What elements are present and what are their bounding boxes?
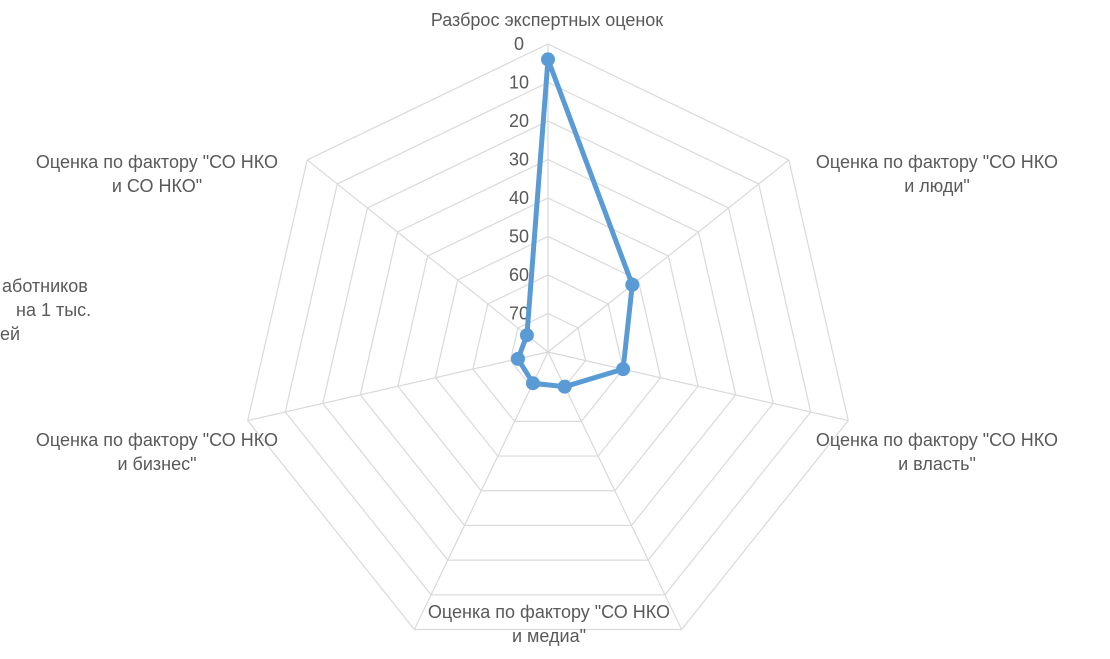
grid-spoke (413, 351, 549, 630)
category-label-line: Разброс экспертных оценок (430, 10, 664, 30)
axis-tick-label: 50 (509, 227, 529, 247)
category-label-line: на 1 тыс. (16, 300, 92, 320)
category-label-line: Оценка по фактору "СО НКО (35, 152, 279, 172)
category-label-nko: Оценка по фактору "СО НКО и СО НКО" (4, 150, 310, 198)
axis-tick-label: 20 (509, 111, 529, 131)
axis-tick-labels: 0 10 20 30 40 50 60 70 (509, 34, 529, 324)
data-point (541, 52, 555, 67)
category-label-line: Оценка по фактору "СО НКО (35, 430, 279, 450)
category-label-line: аботников (2, 276, 88, 296)
category-label-people: Оценка по фактору "СО НКО и люди" (784, 150, 1090, 198)
category-label-government: Оценка по фактору "СО НКО и власть" (784, 428, 1090, 476)
grid-ring (322, 120, 774, 561)
data-point (625, 277, 640, 292)
grid-spoke (306, 159, 549, 353)
grid-layer (247, 43, 849, 631)
category-label-line: Оценка по фактору "СО НКО (815, 430, 1059, 450)
category-label-line: и люди" (904, 176, 970, 196)
axis-tick-label: 60 (509, 265, 529, 285)
grid-ring (397, 197, 699, 492)
data-point (519, 328, 534, 343)
data-point (525, 376, 540, 391)
category-label-line: Оценка по фактору "СО НКО (427, 602, 671, 622)
grid-spoke (547, 351, 849, 422)
series-line (515, 56, 635, 390)
grid-ring (359, 158, 737, 527)
data-point (557, 379, 572, 394)
category-label-spread: Разброс экспертных оценок (412, 8, 682, 32)
series-layer (510, 52, 640, 394)
category-label-line: и власть" (898, 454, 976, 474)
grid-spoke (547, 159, 790, 353)
grid-ring (284, 81, 812, 596)
axis-tick-label: 10 (509, 73, 529, 93)
axis-tick-label: 70 (509, 304, 529, 324)
grid-spoke (547, 351, 683, 630)
category-label-line: ей (0, 324, 21, 344)
grid-ring (434, 235, 662, 457)
axis-tick-label: 40 (509, 188, 529, 208)
category-label-workers: аботников на 1 тыс. ей (0, 274, 160, 346)
data-point (510, 351, 525, 366)
category-label-line: и бизнес" (117, 454, 197, 474)
category-label-line: и медиа" (511, 626, 586, 646)
data-point (616, 362, 631, 377)
grid-ring (247, 43, 849, 631)
category-label-media: Оценка по фактору "СО НКО и медиа" (396, 600, 702, 648)
category-label-line: и СО НКО" (111, 176, 203, 196)
axis-tick-label: 0 (514, 34, 524, 54)
grid-ring (472, 274, 624, 422)
category-label-business: Оценка по фактору "СО НКО и бизнес" (4, 428, 310, 476)
category-label-line: Оценка по фактору "СО НКО (815, 152, 1059, 172)
axis-tick-label: 30 (509, 150, 529, 170)
grid-spoke (247, 351, 549, 422)
